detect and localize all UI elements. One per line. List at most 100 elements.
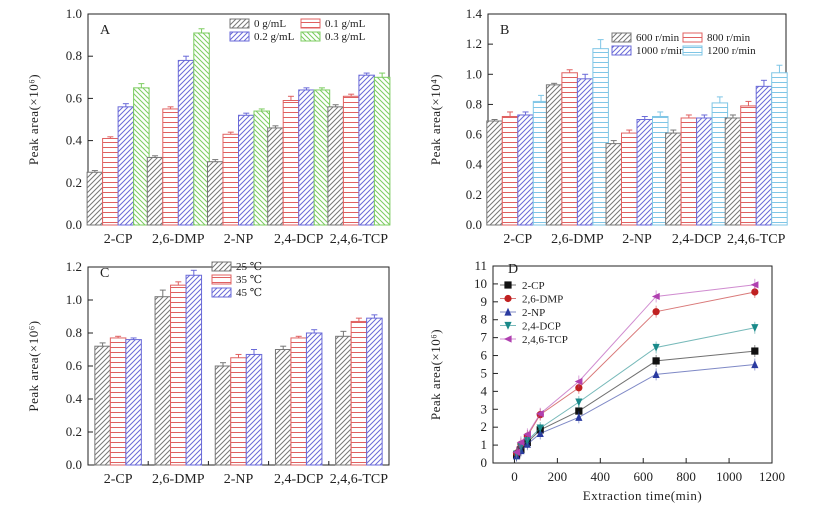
point-2-4-6-tcp-120	[536, 410, 544, 418]
point-2-4-dcp-60	[523, 437, 531, 445]
panel-d-line-chart: 0 1 2 3 4 5 6 7 8 9 10 11 0 200 400 600 800 1000 1200 Extra…	[428, 258, 785, 503]
panel-c-letter: C	[100, 266, 109, 281]
panel-d-y-tick-label: 1	[481, 437, 488, 452]
panel-c-bar-45-2-4-dcp	[305, 332, 323, 466]
panel-b-legend-label: 600 r/min	[636, 32, 680, 44]
legend-marker	[504, 281, 512, 289]
panel-a-bar-0-1-g-ml-2-cp	[102, 137, 119, 226]
panel-a-category-label: 2-CP	[104, 232, 133, 247]
panel-a-legend-label: 0 g/mL	[254, 18, 286, 30]
point-2-4-dcp-120	[536, 424, 544, 433]
panel-a-y-tick-label: 1.0	[66, 6, 82, 21]
panel-c-bar-35-2-cp	[109, 337, 127, 466]
panel-c-bar-25-2-np	[214, 365, 232, 466]
panel-c-y-tick-label: 1.0	[66, 292, 82, 307]
panel-b-bar-1200-r-min-2-4-6-tcp	[771, 72, 788, 226]
point-2-cp-660	[652, 357, 660, 365]
point-2-6-dmp-300	[575, 384, 583, 392]
panel-b-bar-chart: 0.0 0.2 0.4 0.6 0.8 1.0 1.2 1.4 2-CP 2,6-DMP 2-NP 2…	[428, 6, 788, 247]
point-2-cp-300	[575, 407, 583, 415]
panel-b-y-tick-label: 1.2	[466, 36, 482, 51]
legend-swatch	[211, 261, 232, 272]
legend-swatch	[300, 31, 321, 42]
point-2-4-6-tcp-300	[574, 377, 583, 386]
panel-a-bar-chart: 0.0 0.2 0.4 0.6 0.8 1.0 2-CP 2,6-DMP 2-NP 2,4-DCP…	[26, 6, 391, 247]
panel-b-bar-1000-r-min-2-4-6-tcp	[755, 85, 773, 226]
panel-b-bar-1000-r-min-2-np	[636, 119, 653, 226]
panel-b-bar-800-r-min-2-6-dmp	[561, 72, 578, 226]
point-2-4-6-tcp-10	[512, 448, 521, 456]
panel-b-legend-label: 1000 r/min	[636, 45, 685, 57]
panel-b-category-label: 2-CP	[503, 232, 532, 247]
panel-b-bar-600-r-min-2-np	[605, 143, 622, 226]
panel-a-bar-0-g-ml-2-np	[207, 161, 224, 226]
point-2-4-dcp-660	[652, 343, 660, 352]
point-2-4-6-tcp-660	[651, 292, 660, 301]
panel-b-bar-800-r-min-2-np	[621, 132, 638, 226]
panel-a-bar-0-2-g-ml-2-np	[238, 114, 255, 226]
panel-a-y-tick-label: 0.6	[66, 90, 83, 105]
panel-a-bar-0-3-g-ml-2-6-dmp	[193, 32, 210, 226]
point-2-4-dcp-300	[575, 398, 583, 407]
panel-d-y-tick-label: 11	[474, 258, 487, 273]
point-2-cp-1120	[751, 347, 759, 355]
panel-d-x-tick-label: 800	[676, 469, 696, 484]
panel-b-bar-600-r-min-2-6-dmp	[545, 84, 563, 226]
panel-b-y-tick-label: 1.4	[466, 6, 483, 21]
panel-b-y-tick-label: 0.0	[466, 217, 482, 232]
panel-d-legend-label: 2,4-DCP	[522, 321, 561, 333]
panel-c-bar-25-2-4-6-tcp	[335, 335, 352, 466]
panel-d-x-tick-label: 0	[511, 469, 518, 484]
panel-d-legend-label: 2-CP	[522, 280, 545, 292]
panel-c-category-label: 2-NP	[224, 472, 254, 487]
panel-a-bar-0-g-ml-2-cp	[86, 171, 104, 226]
panel-a-category-label: 2,4-DCP	[274, 232, 324, 247]
panel-b-bar-800-r-min-2-4-6-tcp	[740, 105, 757, 226]
panel-b-bar-600-r-min-2-cp	[486, 120, 503, 226]
panel-a-category-label: 2,6-DMP	[152, 232, 205, 247]
point-2-np-660	[652, 370, 660, 378]
panel-a-bar-0-2-g-ml-2-4-6-tcp	[358, 74, 375, 226]
point-2-np-1120	[751, 360, 759, 369]
legend-marker	[504, 294, 512, 303]
panel-d-y-axis-label: Peak area(×10⁶)	[428, 329, 443, 420]
panel-a-bar-0-1-g-ml-2-4-6-tcp	[342, 95, 360, 226]
panel-c-category-label: 2-CP	[104, 472, 133, 487]
panel-d-y-tick-label: 8	[481, 312, 488, 327]
legend-swatch	[229, 31, 250, 42]
panel-b-y-tick-label: 0.8	[466, 96, 482, 111]
point-2-np-300	[575, 413, 583, 421]
panel-c-category-label: 2,4,6-TCP	[330, 472, 389, 487]
panel-b-category-label: 2,6-DMP	[551, 232, 604, 247]
panel-c-bar-35-2-4-dcp	[290, 337, 307, 466]
panel-b-y-tick-label: 1.0	[466, 66, 482, 81]
panel-c-legend-label: 35 ℃	[236, 274, 262, 286]
panel-d-y-tick-label: 3	[481, 401, 488, 416]
legend-swatch	[611, 45, 632, 56]
legend-swatch	[682, 45, 703, 56]
panel-d-y-tick-label: 10	[474, 276, 487, 291]
series-line-2-np	[516, 364, 755, 457]
legend-marker	[503, 335, 512, 343]
panel-b-y-tick-label: 0.6	[466, 127, 483, 142]
panel-b-bar-800-r-min-2-cp	[501, 115, 519, 226]
panel-a-legend-label: 0.2 g/mL	[254, 31, 295, 43]
panel-c-legend-label: 25 ℃	[236, 261, 262, 273]
panel-a-bar-0-2-g-ml-2-4-dcp	[298, 89, 315, 226]
panel-d-letter: D	[508, 262, 518, 277]
panel-a-bar-0-3-g-ml-2-4-6-tcp	[373, 76, 391, 226]
panel-a-y-tick-label: 0.2	[66, 175, 82, 190]
panel-d-legend-label: 2-NP	[522, 307, 545, 319]
panel-d-y-tick-label: 7	[481, 330, 488, 345]
panel-a-bar-0-1-g-ml-2-6-dmp	[162, 108, 179, 226]
point-2-4-6-tcp-60	[523, 430, 531, 438]
panel-b-bar-1000-r-min-2-6-dmp	[576, 78, 594, 226]
panel-a-bar-0-g-ml-2-6-dmp	[146, 156, 164, 226]
panel-d-x-axis-label: Extraction time(min)	[583, 488, 702, 503]
panel-d-y-tick-label: 2	[481, 419, 488, 434]
panel-c-bar-25-2-4-dcp	[274, 349, 292, 466]
panel-c-category-label: 2,4-DCP	[274, 472, 324, 487]
panel-c-y-tick-label: 1.2	[66, 259, 82, 274]
panel-b-bar-1000-r-min-2-cp	[517, 114, 534, 226]
